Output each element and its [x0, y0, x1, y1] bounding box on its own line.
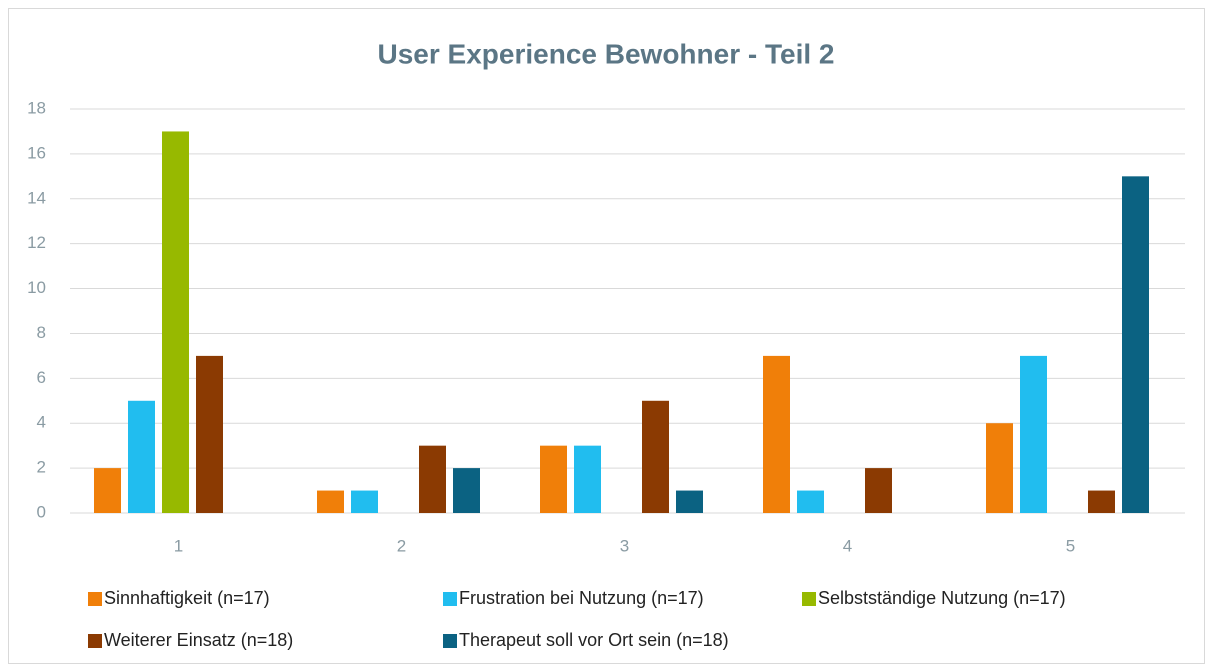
- bar: [196, 355, 223, 513]
- bar: [351, 490, 378, 513]
- bar: [1122, 176, 1149, 514]
- y-tick-label: 10: [27, 278, 46, 297]
- chart-title: User Experience Bewohner - Teil 2: [378, 38, 835, 69]
- bar: [574, 445, 601, 513]
- y-tick-label: 6: [37, 368, 46, 387]
- bar: [94, 468, 121, 513]
- y-tick-label: 4: [37, 413, 46, 432]
- y-tick-label: 16: [27, 143, 46, 162]
- x-tick-label: 4: [843, 536, 852, 555]
- y-tick-label: 12: [27, 233, 46, 252]
- legend-swatch: [88, 592, 102, 606]
- chart-border: [8, 8, 1205, 664]
- bar: [540, 445, 567, 513]
- legend-swatch: [88, 634, 102, 648]
- legend-label: Sinnhaftigkeit (n=17): [104, 588, 270, 608]
- legend-label: Frustration bei Nutzung (n=17): [459, 588, 704, 608]
- bar: [1020, 355, 1047, 513]
- bar: [642, 400, 669, 513]
- bar: [986, 423, 1013, 513]
- y-tick-label: 14: [27, 188, 46, 207]
- y-tick-label: 8: [37, 323, 46, 342]
- legend-swatch: [443, 634, 457, 648]
- y-tick-label: 2: [37, 458, 46, 477]
- y-tick-label: 18: [27, 98, 46, 117]
- x-tick-label: 1: [174, 536, 183, 555]
- x-tick-label: 5: [1066, 536, 1075, 555]
- legend-label: Selbstständige Nutzung (n=17): [818, 588, 1066, 608]
- bar: [419, 445, 446, 513]
- bar: [797, 490, 824, 513]
- bar: [317, 490, 344, 513]
- bar: [763, 355, 790, 513]
- x-tick-label: 2: [397, 536, 406, 555]
- bar: [676, 490, 703, 513]
- y-tick-label: 0: [37, 502, 46, 521]
- legend-label: Therapeut soll vor Ort sein (n=18): [459, 630, 729, 650]
- legend-swatch: [443, 592, 457, 606]
- bar: [865, 468, 892, 513]
- legend-label: Weiterer Einsatz (n=18): [104, 630, 293, 650]
- bar: [162, 131, 189, 513]
- bar: [453, 468, 480, 513]
- x-tick-label: 3: [620, 536, 629, 555]
- bar: [128, 400, 155, 513]
- legend-swatch: [802, 592, 816, 606]
- bar: [1088, 490, 1115, 513]
